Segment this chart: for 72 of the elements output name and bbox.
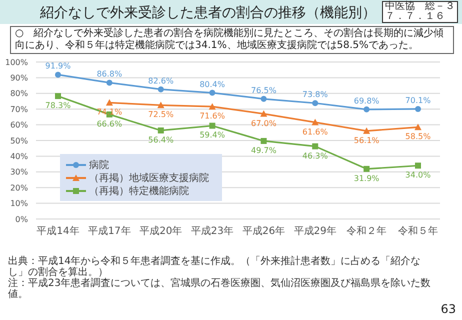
- x-tick-label: 平成29年: [294, 225, 337, 238]
- data-label: 59.4%: [200, 130, 226, 140]
- point: [415, 162, 421, 169]
- data-label: 73.8%: [302, 90, 328, 100]
- data-label: 58.5%: [405, 132, 432, 142]
- point: [106, 80, 112, 86]
- y-tick-label: 60%: [10, 120, 28, 130]
- text: 63: [440, 302, 456, 316]
- data-label: 80.4%: [200, 80, 226, 89]
- chart-subtitle: ○ 紹介なしで外来受診した患者の割合を病院機能別に見たところ、その割合は長期的に減少傾向にあり、令和５年は特定機能病院では34.1%、地域医療支援病院では58.5%であった。: [10, 26, 454, 54]
- y-tick-label: 90%: [10, 74, 28, 83]
- x-tick-label: 平成20年: [139, 225, 182, 238]
- data-label: 76.5%: [251, 86, 277, 95]
- y-tick-label: 50%: [10, 136, 28, 146]
- point: [312, 143, 318, 150]
- y-tick-label: 40%: [10, 152, 28, 162]
- point: [158, 86, 164, 92]
- legend-label: （再掲）特定機能病院: [89, 184, 189, 198]
- x-tick-label: 令和５年: [398, 225, 438, 238]
- point: [55, 72, 61, 78]
- point: [363, 127, 370, 134]
- x-tick-label: 平成17年: [88, 225, 131, 238]
- point: [208, 103, 216, 110]
- data-label: 70.1%: [405, 96, 432, 105]
- point: [209, 90, 216, 96]
- chart-title: 紹介なしで外来受診した患者の割合の推移（機能別）: [40, 4, 376, 22]
- data-label: 78.3%: [45, 101, 72, 110]
- y-tick-label: 30%: [10, 168, 28, 177]
- point: [312, 100, 318, 106]
- text: ７．７．１６: [385, 11, 446, 22]
- data-label: 82.6%: [148, 76, 174, 86]
- point: [157, 102, 164, 108]
- y-tick-label: 100%: [5, 58, 28, 67]
- data-label: 72.5%: [148, 110, 174, 120]
- data-label: 56.4%: [148, 135, 174, 144]
- y-tick-label: 20%: [10, 183, 28, 192]
- data-label: 69.8%: [354, 96, 380, 106]
- data-label: 66.6%: [96, 119, 123, 128]
- point: [312, 118, 319, 126]
- point: [260, 96, 267, 102]
- point: [209, 122, 216, 129]
- data-label: 46.3%: [302, 151, 328, 160]
- x-tick-label: 平成26年: [242, 225, 286, 238]
- data-label: 71.6%: [200, 112, 226, 121]
- point: [55, 93, 61, 100]
- x-tick-label: 平成23年: [190, 225, 234, 238]
- x-tick-label: 令和２年: [346, 225, 387, 238]
- data-label: 61.6%: [302, 127, 328, 136]
- legend-label: 病院: [89, 158, 109, 172]
- data-label: 49.7%: [251, 146, 277, 155]
- y-tick-label: 70%: [10, 104, 28, 114]
- point: [106, 99, 113, 106]
- x-tick-label: 平成14年: [36, 225, 80, 238]
- data-label: 86.8%: [96, 70, 123, 79]
- data-label: 91.9%: [45, 62, 72, 71]
- point: [260, 138, 267, 144]
- data-label: 34.0%: [405, 170, 432, 180]
- point: [414, 124, 422, 130]
- point: [260, 110, 268, 117]
- source-note: 出典：平成14年から令和５年患者調査を基に作成。（「外来推計患者数」に占める「紹介なし」の割合を算出。）: [8, 256, 422, 278]
- point: [158, 127, 164, 134]
- data-label: 31.9%: [354, 174, 380, 183]
- data-label: 67.0%: [251, 118, 277, 128]
- y-tick-label: 0%: [15, 214, 28, 224]
- point: [364, 166, 370, 172]
- legend-label: （再掲）地域医療支援病院: [89, 172, 209, 184]
- data-label: 56.1%: [354, 136, 380, 145]
- y-tick-label: 80%: [10, 89, 28, 98]
- point: [415, 106, 421, 112]
- y-tick-label: 10%: [10, 199, 28, 208]
- text: 注：平成23年患者調査については、宮城県の石巻医療圏、気仙沼医療圏及び福島県を除いた数値。: [8, 278, 432, 300]
- point: [364, 106, 370, 112]
